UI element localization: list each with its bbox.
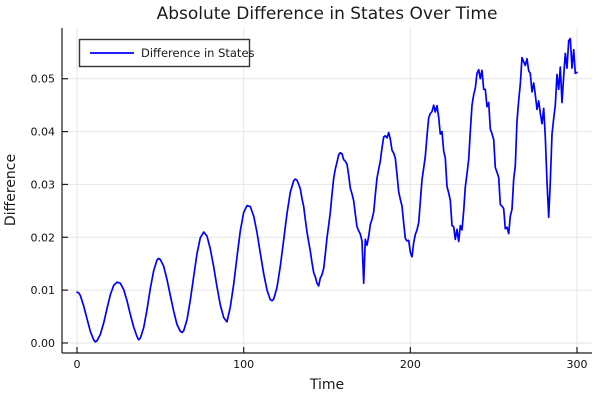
y-axis-label: Difference <box>3 154 19 226</box>
grid-lines <box>62 28 592 353</box>
plot-area <box>62 28 592 353</box>
y-tick-label: 0.03 <box>31 178 56 191</box>
y-tick-label: 0.02 <box>31 231 56 244</box>
x-axis-label: Time <box>309 377 344 393</box>
legend: Difference in States <box>78 38 255 68</box>
x-tick-label: 100 <box>233 358 254 371</box>
difference-line <box>76 37 578 343</box>
x-tick-label: 200 <box>400 358 421 371</box>
y-tick-label: 0.00 <box>31 337 56 350</box>
axes: 0 100 200 300 0.00 0.01 0.02 0.03 0.04 0.05 <box>31 28 592 371</box>
y-tick-label: 0.04 <box>31 126 56 139</box>
y-tick-label: 0.01 <box>31 284 56 297</box>
y-tick-label: 0.05 <box>31 73 56 86</box>
legend-label: Difference in States <box>141 46 255 60</box>
x-tick-label: 300 <box>567 358 588 371</box>
data-series <box>76 37 578 343</box>
chart-title: Absolute Difference in States Over Time <box>157 4 498 24</box>
x-tick-label: 0 <box>74 358 81 371</box>
